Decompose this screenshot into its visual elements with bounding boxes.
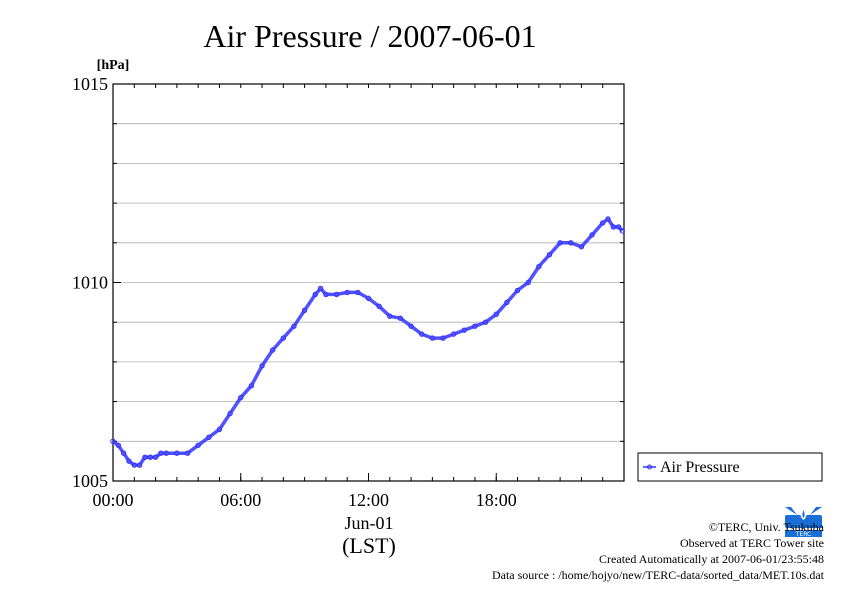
x-tick-label: 12:00 <box>348 490 389 510</box>
data-point <box>152 454 159 460</box>
data-point <box>376 303 382 310</box>
data-point <box>397 315 404 321</box>
data-point <box>605 216 611 222</box>
series-layer <box>110 216 625 468</box>
legend-label: Air Pressure <box>660 459 740 476</box>
data-point <box>184 450 191 456</box>
svg-text:TERC: TERC <box>795 531 812 538</box>
data-point <box>344 289 350 296</box>
axis-ticks: 1005 1010 1015 00:00 06:00 12:00 18:00 <box>72 74 625 510</box>
data-point <box>115 442 122 448</box>
y-tick-label: 1010 <box>72 273 108 293</box>
data-point <box>317 285 324 292</box>
data-point <box>557 240 563 246</box>
data-point <box>280 335 287 341</box>
data-point <box>525 279 531 286</box>
data-point <box>365 295 372 302</box>
data-point <box>615 224 622 230</box>
data-point <box>269 347 276 353</box>
series-line <box>111 217 624 467</box>
data-point <box>408 323 414 329</box>
data-point <box>472 323 478 329</box>
data-point <box>600 220 606 226</box>
credits: ©TERC, Univ. Tsukuba Observed at TERC To… <box>492 519 824 583</box>
data-point <box>147 454 153 460</box>
chart-title: Air Pressure / 2007-06-01 <box>203 18 536 54</box>
data-point <box>248 383 255 389</box>
data-point <box>514 287 521 294</box>
data-point <box>578 244 585 250</box>
data-point <box>589 232 595 238</box>
data-point <box>504 299 510 306</box>
data-point <box>142 454 148 460</box>
data-point <box>440 335 446 341</box>
data-point <box>482 319 489 325</box>
data-point <box>206 434 212 441</box>
x-tick-label: 18:00 <box>476 490 517 510</box>
data-point <box>227 410 233 417</box>
data-point <box>493 311 499 317</box>
x-axis-label: (LST) <box>342 533 396 558</box>
credits-created: Created Automatically at 2007-06-01/23:5… <box>599 552 824 566</box>
data-point <box>158 450 164 456</box>
data-point <box>546 252 553 258</box>
legend-swatch-marker <box>647 464 652 470</box>
x-axis-date-label: Jun-01 <box>345 513 394 533</box>
data-point <box>120 450 127 456</box>
data-point <box>174 450 180 456</box>
data-point <box>323 291 329 298</box>
data-point <box>568 240 574 246</box>
grid <box>113 123 624 442</box>
credits-site: Observed at TERC Tower site <box>679 536 824 550</box>
data-point <box>126 458 132 464</box>
data-point <box>301 307 308 313</box>
y-axis-unit-label: [hPa] <box>97 58 130 73</box>
y-tick-label: 1005 <box>72 471 108 491</box>
data-point <box>195 442 201 448</box>
data-point <box>110 438 116 444</box>
data-point <box>163 450 169 456</box>
x-tick-label: 00:00 <box>92 490 133 510</box>
data-point <box>216 426 223 433</box>
legend: Air Pressure <box>637 452 823 482</box>
data-point <box>259 363 265 369</box>
data-point <box>387 313 393 319</box>
data-point <box>131 462 137 468</box>
data-point <box>536 263 542 270</box>
data-point <box>136 462 143 468</box>
data-point <box>429 335 436 341</box>
data-point <box>355 289 361 296</box>
data-point <box>619 228 625 234</box>
data-point <box>419 331 425 337</box>
credits-source: Data source : /home/hojyo/new/TERC-data/… <box>491 568 824 582</box>
data-point <box>312 291 318 298</box>
data-point <box>610 224 617 230</box>
data-point <box>333 291 340 298</box>
credits-copyright: ©TERC, Univ. Tsukuba <box>708 520 824 534</box>
terc-logo-icon: TERC <box>783 503 824 538</box>
data-point <box>238 394 244 401</box>
data-point <box>461 327 468 333</box>
data-point <box>450 331 457 337</box>
y-tick-label: 1015 <box>72 74 108 94</box>
x-tick-label: 06:00 <box>220 490 261 510</box>
legend-box <box>637 452 823 482</box>
data-point <box>291 323 297 329</box>
